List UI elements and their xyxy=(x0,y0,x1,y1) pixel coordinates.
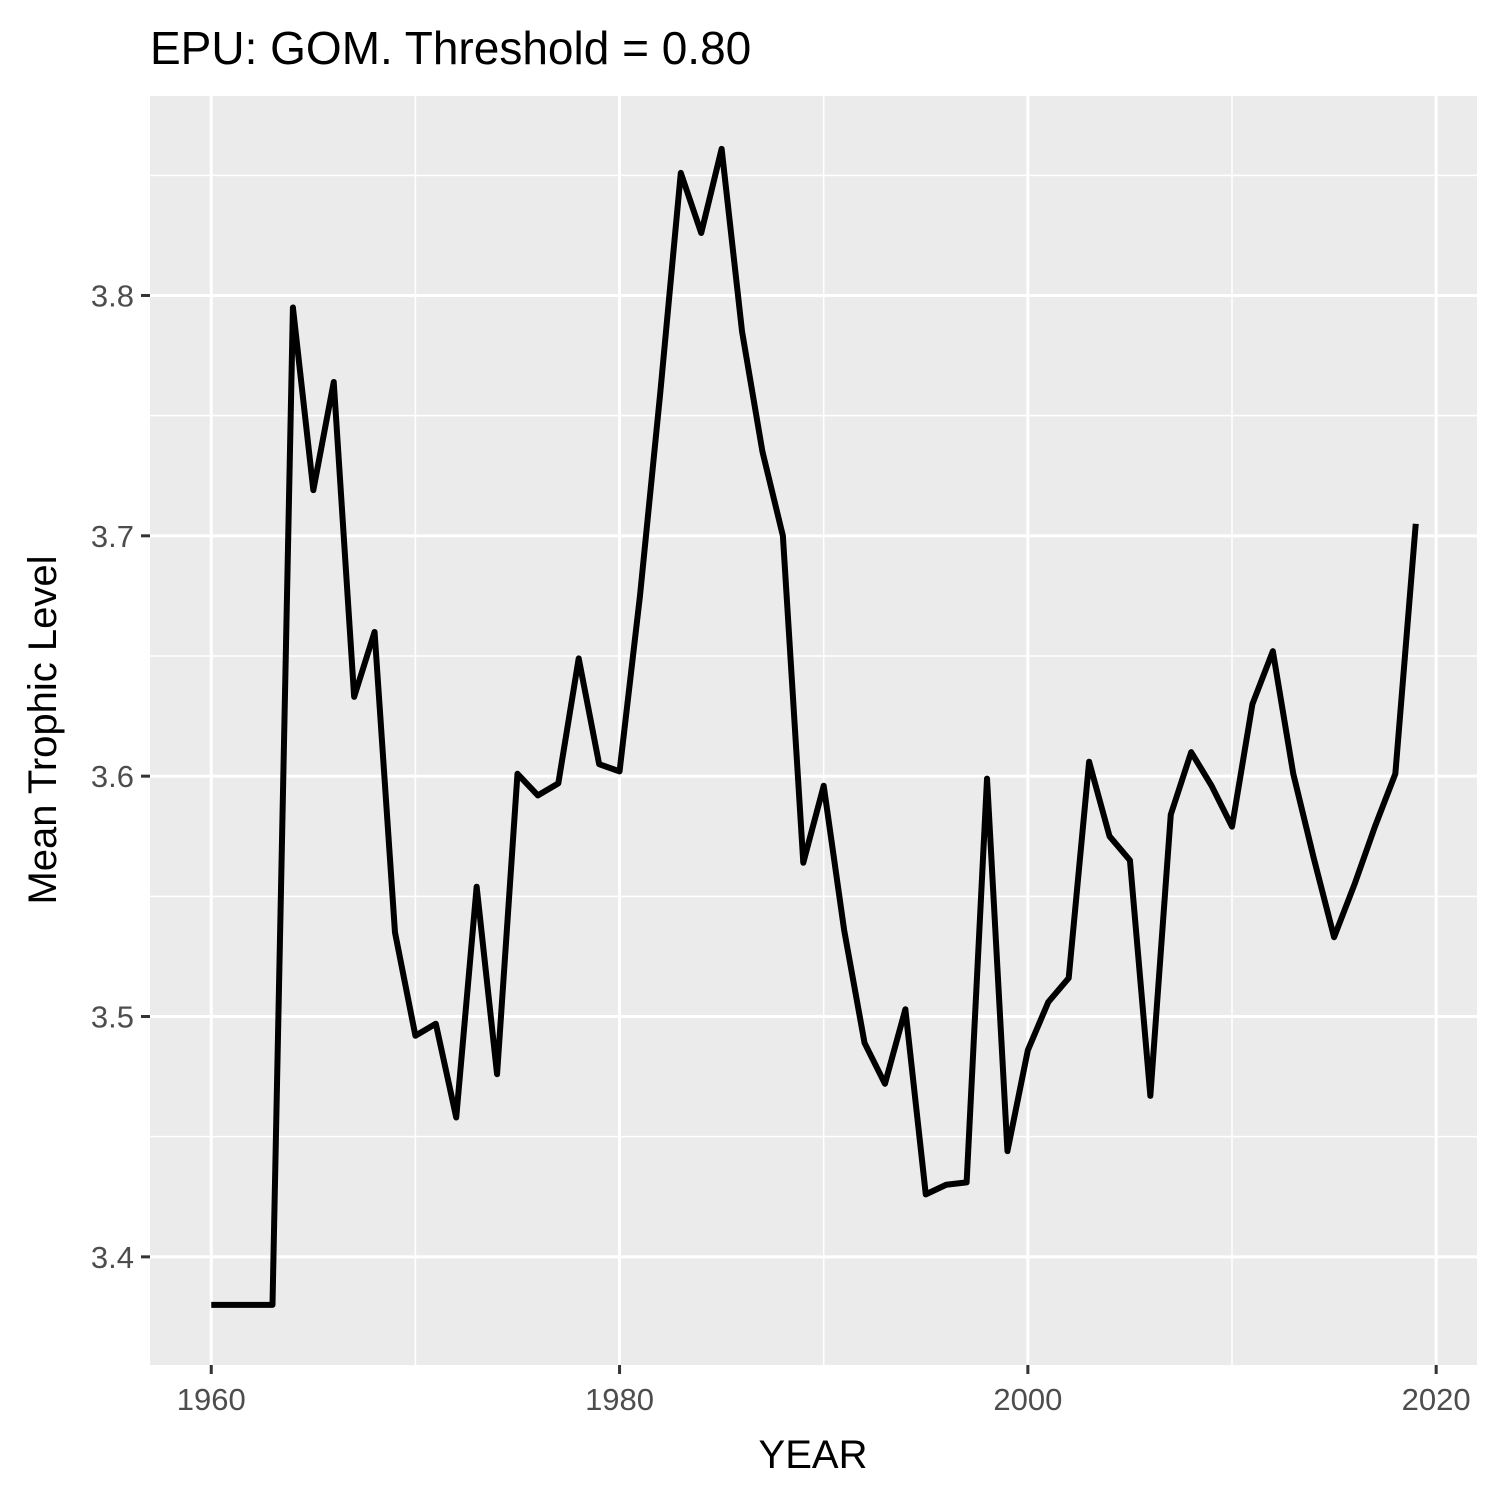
series-line xyxy=(211,145,1419,1308)
data-point xyxy=(923,1191,929,1197)
data-point xyxy=(1229,824,1235,830)
data-point xyxy=(902,1006,908,1012)
data-point xyxy=(1188,749,1194,755)
data-point xyxy=(453,1114,459,1120)
data-point xyxy=(678,170,684,176)
data-point xyxy=(412,1033,418,1039)
y-axis-ticks: 3.4 3.5 3.6 3.7 3.8 xyxy=(91,278,150,1275)
y-axis-title: Mean Trophic Level xyxy=(21,555,65,904)
y-tick-label: 3.8 xyxy=(91,278,134,313)
data-point xyxy=(1066,975,1072,981)
chart-title: EPU: GOM. Threshold = 0.80 xyxy=(150,22,751,74)
data-point xyxy=(392,929,398,935)
x-tick-label: 1960 xyxy=(177,1382,246,1417)
data-point xyxy=(964,1179,970,1185)
data-point xyxy=(351,694,357,700)
data-point xyxy=(617,768,623,774)
x-tick-label: 2000 xyxy=(993,1382,1062,1417)
data-point xyxy=(821,783,827,789)
x-tick-label: 1980 xyxy=(585,1382,654,1417)
data-point xyxy=(555,780,561,786)
data-point xyxy=(739,329,745,335)
x-axis-title: YEAR xyxy=(759,1433,868,1477)
data-point xyxy=(1147,1093,1153,1099)
data-point xyxy=(576,655,582,661)
data-point xyxy=(372,629,378,635)
data-point xyxy=(698,230,704,236)
data-point xyxy=(1004,1148,1010,1154)
data-point xyxy=(249,1302,255,1308)
data-point xyxy=(759,449,765,455)
data-point xyxy=(208,1302,214,1308)
data-point xyxy=(1086,759,1092,765)
data-point xyxy=(1413,521,1419,527)
data-point xyxy=(1392,771,1398,777)
data-point xyxy=(1209,783,1215,789)
data-point xyxy=(229,1302,235,1308)
data-point xyxy=(474,884,480,890)
y-tick-label: 3.6 xyxy=(91,759,134,794)
data-point xyxy=(596,761,602,767)
data-point xyxy=(1107,833,1113,839)
data-point xyxy=(290,305,296,311)
data-point xyxy=(310,487,316,493)
data-point xyxy=(1025,1047,1031,1053)
data-point xyxy=(433,1021,439,1027)
data-point xyxy=(1352,881,1358,887)
data-point xyxy=(719,146,725,152)
data-point xyxy=(331,379,337,385)
data-point xyxy=(1331,934,1337,940)
y-tick-label: 3.4 xyxy=(91,1240,134,1275)
x-tick-label: 2020 xyxy=(1402,1382,1471,1417)
data-point xyxy=(637,593,643,599)
y-tick-label: 3.7 xyxy=(91,519,134,554)
data-point xyxy=(1249,701,1255,707)
data-point xyxy=(1290,771,1296,777)
x-axis-ticks: 1960 1980 2000 2020 xyxy=(177,1365,1471,1417)
data-point xyxy=(943,1182,949,1188)
data-point xyxy=(1311,855,1317,861)
data-point xyxy=(269,1302,275,1308)
data-point xyxy=(780,533,786,539)
data-point xyxy=(1270,648,1276,654)
major-gridlines xyxy=(150,96,1477,1365)
data-point xyxy=(657,389,663,395)
data-point xyxy=(535,792,541,798)
y-tick-label: 3.5 xyxy=(91,1000,134,1035)
data-point xyxy=(1168,812,1174,818)
data-point xyxy=(1045,999,1051,1005)
data-point xyxy=(862,1040,868,1046)
data-point xyxy=(984,776,990,782)
data-point xyxy=(800,860,806,866)
minor-gridlines xyxy=(150,96,1477,1365)
data-point xyxy=(514,771,520,777)
data-point xyxy=(1372,824,1378,830)
data-point xyxy=(882,1081,888,1087)
data-point xyxy=(841,927,847,933)
data-point xyxy=(1127,857,1133,863)
plot-panel xyxy=(150,96,1477,1365)
data-point xyxy=(494,1071,500,1077)
